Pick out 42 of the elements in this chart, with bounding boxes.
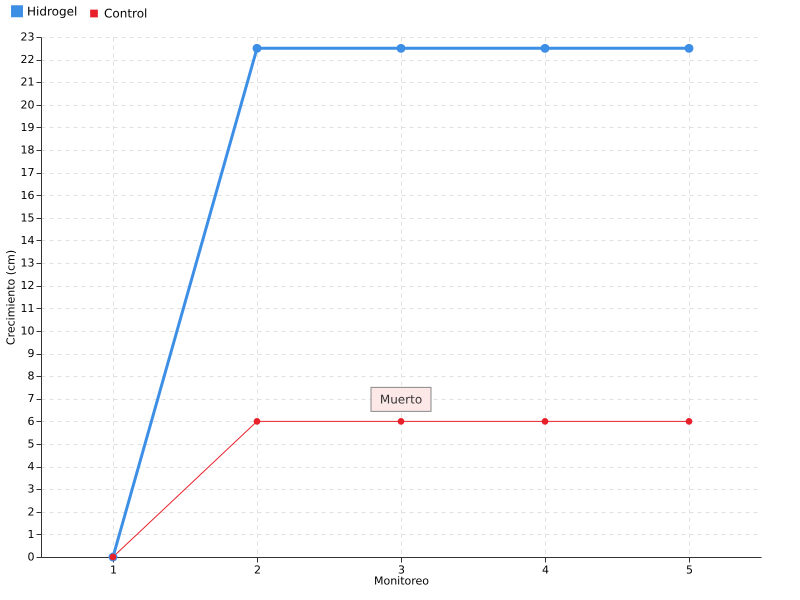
y-tick-label: 5 [28,437,34,450]
y-tick-label: 2 [28,505,34,518]
y-tick-label: 21 [20,76,34,89]
y-tick-label: 22 [20,53,34,66]
point [396,44,406,53]
y-tick-label: 7 [28,392,34,406]
y-tick-label: 0 [28,550,34,564]
x-tick-label: 4 [542,564,549,576]
y-tick-label: 6 [28,414,34,428]
legend-label: Hidrogel [27,4,78,18]
point [398,418,404,425]
y-axis-title: Crecimiento (cm) [4,250,18,346]
point [540,44,550,53]
x-tick-label: 5 [686,564,693,576]
y-tick-label: 13 [20,256,34,270]
y-tick-label: 15 [20,211,34,224]
point [686,418,692,425]
y-tick-label: 20 [20,98,34,112]
y-tick-label: 14 [20,234,34,247]
y-tick-label: 18 [20,144,34,157]
point [542,418,548,425]
y-tick-label: 23 [20,30,34,44]
y-tick-label: 1 [28,528,34,541]
y-tick-label: 16 [20,188,34,202]
y-tick-label: 10 [20,324,34,338]
y-tick-label: 3 [28,482,34,496]
y-tick-label: 9 [28,347,34,360]
x-axis-title: Monitoreo [374,574,430,588]
y-tick-label: 4 [28,460,34,474]
y-tick-label: 19 [20,120,34,134]
point [684,44,694,53]
x-tick-label: 2 [254,564,261,576]
point [254,418,260,425]
y-tick-label: 12 [20,279,34,292]
point [252,44,262,53]
legend-label: Control [104,6,148,20]
x-tick-label: 1 [110,564,117,576]
y-tick-label: 11 [20,302,34,315]
annotation: Muerto [380,392,422,406]
y-tick-label: 17 [20,166,34,180]
y-tick-label: 8 [28,370,34,383]
x-tick-label: 3 [398,564,405,576]
